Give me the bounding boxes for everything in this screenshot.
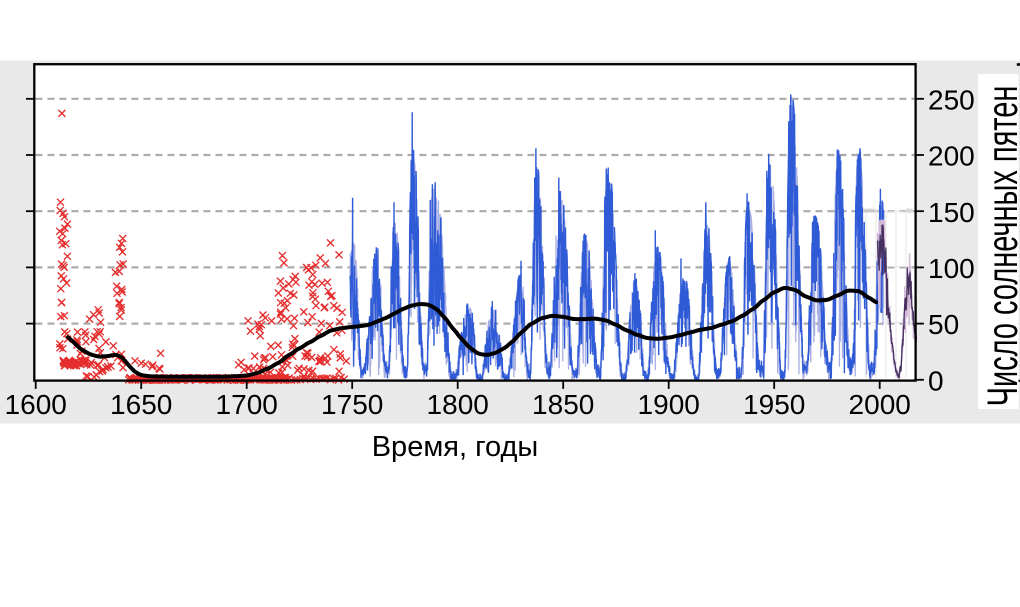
svg-text:150: 150 bbox=[928, 197, 975, 228]
svg-text:1600: 1600 bbox=[5, 389, 67, 420]
svg-text:1900: 1900 bbox=[638, 389, 700, 420]
svg-text:200: 200 bbox=[928, 141, 975, 172]
svg-text:250: 250 bbox=[928, 84, 975, 115]
svg-text:1950: 1950 bbox=[743, 389, 805, 420]
svg-text:1800: 1800 bbox=[427, 389, 489, 420]
svg-text:1700: 1700 bbox=[216, 389, 278, 420]
svg-text:0: 0 bbox=[928, 365, 944, 396]
svg-text:1650: 1650 bbox=[110, 389, 172, 420]
svg-text:Время, годы: Время, годы bbox=[372, 431, 539, 463]
svg-text:1750: 1750 bbox=[321, 389, 383, 420]
svg-text:50: 50 bbox=[928, 309, 959, 340]
svg-text:1850: 1850 bbox=[532, 389, 594, 420]
svg-text:100: 100 bbox=[928, 253, 975, 284]
svg-text:Число солнечных пятен: Число солнечных пятен bbox=[978, 86, 1020, 407]
svg-text:2000: 2000 bbox=[849, 389, 911, 420]
